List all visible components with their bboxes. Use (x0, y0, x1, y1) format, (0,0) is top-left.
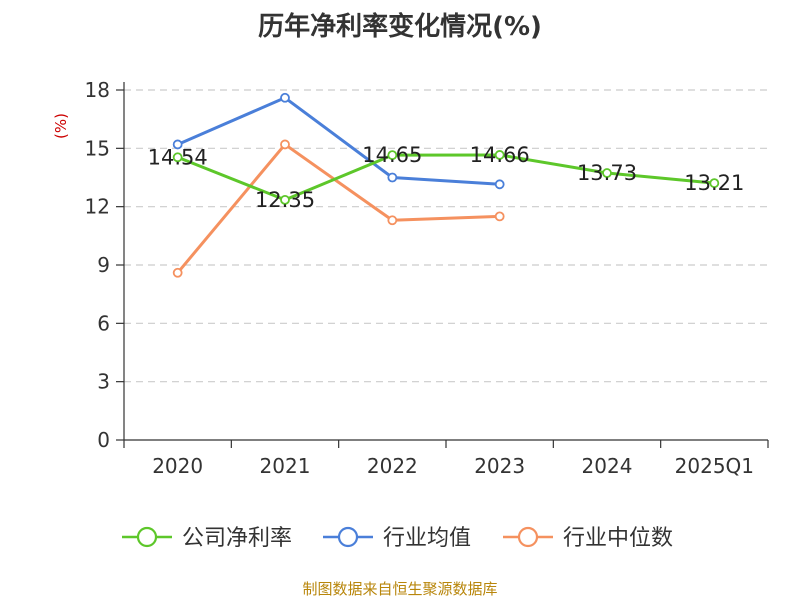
legend-item-1[interactable]: 行业均值 (323, 526, 471, 551)
y-tick-label-0: 0 (97, 428, 110, 452)
series-1-point-2022[interactable] (387, 172, 398, 183)
x-tick-label-2023: 2023 (474, 454, 525, 478)
series-1-point-2020[interactable] (172, 139, 183, 150)
legend-marker-0 (136, 526, 158, 548)
y-tick-label-6: 6 (97, 311, 110, 335)
series-1-line (177, 96, 500, 186)
legend-label-1: 行业均值 (383, 526, 471, 551)
x-tick-label-2025Q1: 2025Q1 (675, 454, 754, 478)
legend-marker-1 (337, 526, 359, 548)
y-tick-label-12: 12 (85, 195, 110, 219)
data-label-2022: 14.65 (362, 143, 422, 167)
legend-item-2[interactable]: 行业中位数 (503, 526, 673, 551)
y-tick-label-15: 15 (85, 136, 110, 160)
legend-label-0: 公司净利率 (182, 526, 292, 551)
data-label-2023: 14.66 (470, 143, 530, 167)
x-tick-label-2022: 2022 (367, 454, 418, 478)
data-label-2020: 14.54 (148, 145, 208, 169)
axes: 0 3 6 9 12 15 18 2020 2021 2022 2023 2024 2025Q1 (%) (52, 78, 769, 478)
data-label-2021: 12.35 (255, 188, 315, 212)
series-1-point-2023[interactable] (494, 179, 505, 190)
x-tick-label-2020: 2020 (152, 454, 203, 478)
series-1-point-2021[interactable] (280, 92, 290, 103)
series-2-point-2023[interactable] (494, 211, 505, 222)
legend-item-0[interactable]: 公司净利率 (122, 526, 292, 551)
series-2-point-2022[interactable] (387, 215, 398, 226)
series-0-point-2022[interactable] (387, 150, 398, 161)
series-0-point-2025Q1[interactable] (709, 178, 720, 189)
series-0-point-2021[interactable] (280, 194, 290, 205)
grid-lines (124, 89, 768, 383)
x-tick-label-2024: 2024 (582, 454, 633, 478)
y-tick-label-9: 9 (97, 253, 110, 277)
legend[interactable]: 公司净利率 行业均值 行业中位数 (122, 526, 673, 551)
series-0-point-2023[interactable] (494, 150, 505, 160)
legend-marker-2 (517, 526, 539, 548)
series-0-point-2020[interactable] (172, 152, 183, 163)
data-labels: 14.54 12.35 14.65 14.66 13.73 13.21 (148, 143, 745, 212)
series-2-point-2020[interactable] (172, 267, 183, 278)
y-tick-label-18: 18 (85, 78, 110, 102)
series-2-line (176, 142, 500, 274)
data-label-2025Q1: 13.21 (684, 171, 744, 195)
y-tick-label-3: 3 (97, 370, 110, 394)
chart-title: 历年净利率变化情况(%) (258, 12, 542, 42)
data-label-2024: 13.73 (577, 161, 637, 185)
x-tick-label-2021: 2021 (260, 454, 311, 478)
y-axis-unit-label: (%) (52, 113, 70, 139)
series-0-line (177, 153, 715, 202)
series-2-point-2021[interactable] (280, 139, 290, 150)
source-note: 制图数据来自恒生聚源数据库 (302, 580, 498, 598)
series-0-point-2024[interactable] (602, 168, 612, 178)
series-lines (172, 92, 720, 278)
legend-label-2: 行业中位数 (563, 526, 673, 551)
